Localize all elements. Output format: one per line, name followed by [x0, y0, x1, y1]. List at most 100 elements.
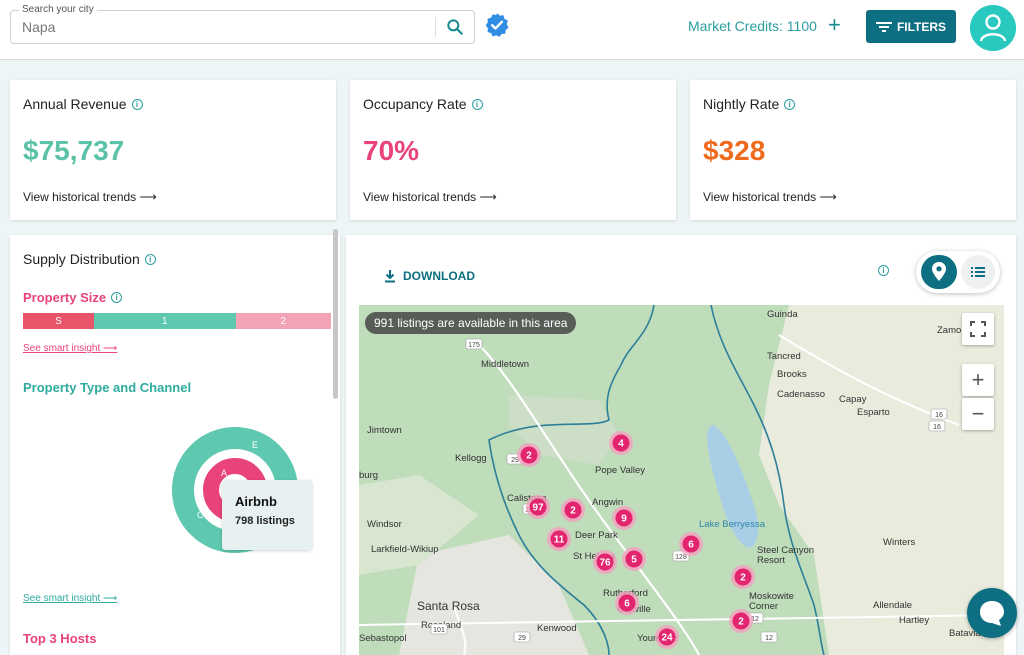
svg-text:16: 16	[935, 412, 943, 419]
listings-count-banner: 991 listings are available in this area	[365, 312, 577, 334]
download-label: DOWNLOAD	[403, 269, 475, 283]
historical-trends-link[interactable]: View historical trends ⟶	[703, 190, 837, 204]
svg-text:16: 16	[933, 424, 941, 431]
filters-label: FILTERS	[896, 19, 947, 34]
size-segment-2[interactable]: 2	[235, 313, 331, 329]
road-shield: 16	[930, 408, 948, 420]
listing-cluster-marker[interactable]: 97	[526, 495, 550, 519]
user-avatar-icon[interactable]	[970, 5, 1016, 51]
listing-cluster-marker[interactable]: 9	[612, 506, 636, 530]
listing-cluster-marker[interactable]: 2	[729, 609, 753, 633]
map-place-label: Zamo	[937, 325, 961, 336]
svg-text:76: 76	[599, 558, 611, 569]
zoom-in-button[interactable]: +	[962, 364, 994, 396]
minus-icon: −	[971, 401, 985, 426]
panel-scrollbar[interactable]	[333, 229, 338, 399]
svg-text:175: 175	[468, 342, 480, 349]
smart-insight-label: See smart insight	[23, 343, 101, 354]
listing-cluster-marker[interactable]: 4	[609, 431, 633, 455]
property-size-row: Property Size i	[23, 290, 123, 305]
map-place-label: Middletown	[481, 359, 529, 370]
annual-revenue-title: Annual Revenue	[23, 96, 127, 112]
search-icon[interactable]	[445, 17, 465, 37]
map-place-label: Hartley	[899, 615, 929, 626]
map-view-button[interactable]	[921, 255, 957, 289]
add-credits-button[interactable]: +	[828, 12, 841, 37]
map-place-label: Corner	[749, 601, 778, 612]
map-canvas[interactable]: Guinda Zamo Middletown Tancred Brooks Cadenas…	[359, 305, 1004, 655]
size-segment-1[interactable]: 1	[93, 313, 236, 329]
historical-trends-link[interactable]: View historical trends ⟶	[23, 190, 157, 204]
listing-cluster-marker[interactable]: 2	[731, 565, 755, 589]
nightly-rate-card: Nightly Rate i $328 View historical tren…	[690, 80, 1016, 220]
svg-text:2: 2	[570, 506, 576, 517]
chart-tooltip: Airbnb 798 listings	[222, 480, 312, 550]
property-type-title: Property Type and Channel	[23, 380, 192, 395]
size-segment-S[interactable]: S	[23, 313, 94, 329]
map-place-label: Kenwood	[537, 623, 577, 634]
download-button[interactable]: DOWNLOAD	[384, 269, 475, 283]
info-icon[interactable]: i	[784, 98, 796, 110]
info-icon[interactable]: i	[144, 253, 156, 265]
map-place-label: Santa Rosa	[417, 599, 480, 613]
listing-cluster-marker[interactable]: 11	[547, 527, 571, 551]
download-icon	[385, 270, 395, 283]
listing-cluster-marker[interactable]: 5	[622, 547, 646, 571]
tooltip-title: Airbnb	[235, 494, 277, 509]
listing-cluster-marker[interactable]: 6	[679, 532, 703, 556]
filter-icon	[875, 21, 892, 32]
top-bar: Search your city Market Credits: 1100 + …	[0, 0, 1024, 60]
list-icon	[971, 267, 985, 277]
listings-map[interactable]: Guinda Zamo Middletown Tancred Brooks Cadenas…	[359, 305, 1004, 655]
smart-insight-link[interactable]: See smart insight ⟶	[23, 343, 118, 354]
road-shield: 101	[430, 623, 448, 635]
donut-label-a: A	[221, 468, 227, 478]
listing-cluster-marker[interactable]: 2	[561, 498, 585, 522]
historical-trends-link[interactable]: View historical trends ⟶	[363, 190, 497, 204]
nightly-rate-title-row: Nightly Rate i	[703, 96, 796, 112]
search-box[interactable]: Search your city	[10, 4, 475, 44]
occupancy-rate-card: Occupancy Rate i 70% View historical tre…	[350, 80, 676, 220]
map-place-label: Kellogg	[455, 453, 487, 464]
view-toggle[interactable]	[916, 251, 1000, 293]
property-size-title: Property Size	[23, 290, 107, 305]
list-view-button[interactable]	[961, 255, 995, 289]
map-place-label: Pope Valley	[595, 465, 645, 476]
nightly-rate-title: Nightly Rate	[703, 96, 780, 112]
market-credits-label: Market Credits: 1100	[688, 18, 817, 34]
smart-insight-link[interactable]: See smart insight ⟶	[23, 593, 118, 604]
svg-text:12: 12	[751, 616, 759, 623]
info-icon[interactable]: i	[471, 98, 483, 110]
map-place-label: Moskowite	[749, 591, 794, 602]
map-place-label: Brooks	[777, 369, 807, 380]
search-divider	[435, 17, 436, 37]
listing-cluster-marker[interactable]: 2	[517, 443, 541, 467]
listing-cluster-marker[interactable]: 24	[655, 625, 679, 649]
annual-revenue-card: Annual Revenue i $75,737 View historical…	[10, 80, 336, 220]
historical-trends-label: View historical trends	[703, 190, 817, 204]
map-place-label: Resort	[757, 555, 785, 566]
occupancy-rate-value: 70%	[363, 135, 420, 166]
map-place-label: Lake Berryessa	[699, 519, 766, 530]
info-icon[interactable]: i	[131, 98, 143, 110]
filters-button[interactable]: FILTERS	[866, 10, 956, 43]
zoom-out-button[interactable]: −	[962, 398, 994, 430]
map-place-label: Sebastopol	[359, 633, 407, 644]
search-input[interactable]	[22, 19, 422, 35]
info-icon[interactable]: i	[111, 292, 123, 303]
search-label: Search your city	[19, 4, 97, 15]
info-icon[interactable]: i	[878, 265, 889, 276]
occupancy-rate-title: Occupancy Rate	[363, 96, 467, 112]
donut-label-e: E	[252, 440, 258, 450]
listing-cluster-marker[interactable]: 76	[593, 550, 617, 574]
road-shield: 29	[513, 631, 531, 643]
listing-cluster-marker[interactable]: 6	[615, 591, 639, 615]
road-shield: 175	[465, 338, 483, 350]
chat-button[interactable]	[967, 588, 1017, 638]
fullscreen-button[interactable]	[962, 313, 994, 345]
road-shield: 16	[928, 420, 946, 432]
occupancy-rate-title-row: Occupancy Rate i	[363, 96, 483, 112]
map-place-label: Larkfield-Wikiup	[371, 544, 439, 555]
